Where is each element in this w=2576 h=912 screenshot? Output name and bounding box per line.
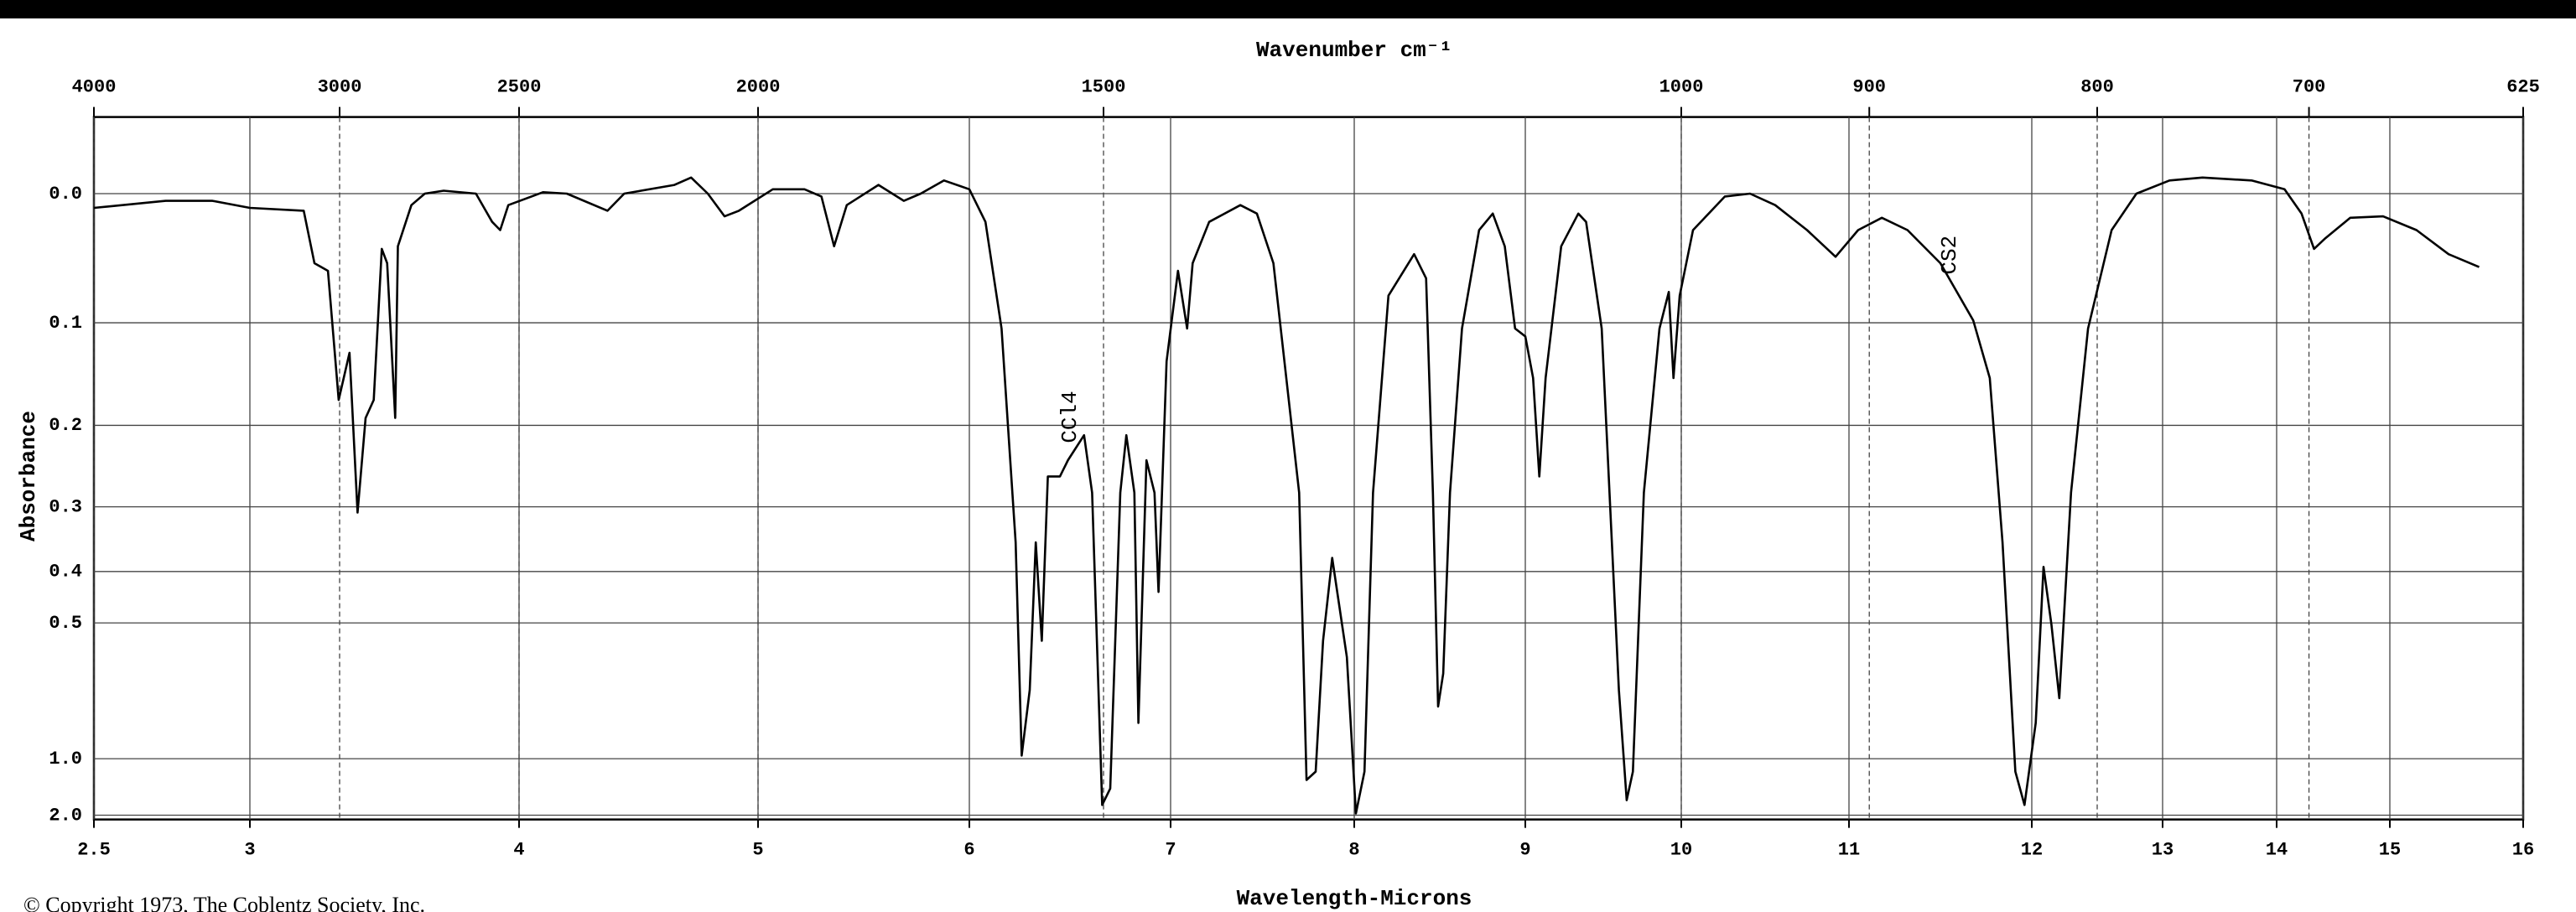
- top-axis-label: Wavenumber cm⁻¹: [1256, 38, 1452, 63]
- top-tick-label: 900: [1852, 76, 1886, 97]
- annotation: CS2: [1937, 236, 1962, 275]
- y-tick-label: 0.5: [49, 613, 82, 634]
- x-tick-label: 15: [2379, 839, 2401, 860]
- x-tick-label: 2.5: [77, 839, 111, 860]
- x-tick-label: 13: [2152, 839, 2174, 860]
- y-tick-label: 0.4: [49, 562, 82, 583]
- top-tick-label: 800: [2080, 76, 2114, 97]
- spectrum-line: [93, 176, 2480, 815]
- plot-frame: [92, 116, 2525, 821]
- top-tick-label: 700: [2293, 76, 2326, 97]
- x-tick-label: 7: [1165, 839, 1176, 860]
- x-tick-label: 4: [513, 839, 524, 860]
- top-tick-label: 2500: [497, 76, 542, 97]
- x-tick-label: 9: [1519, 839, 1530, 860]
- x-tick-label: 3: [244, 839, 255, 860]
- x-tick-label: 12: [2021, 839, 2043, 860]
- copyright: © Copyright 1973, The Coblentz Society, …: [23, 893, 425, 912]
- y-tick-label: 0.2: [49, 415, 82, 436]
- top-tick-label: 3000: [318, 76, 362, 97]
- y-tick-label: 1.0: [49, 749, 82, 770]
- y-axis-label: Absorbance: [16, 411, 41, 542]
- top-tick-label: 2000: [736, 76, 781, 97]
- y-tick-label: 0.3: [49, 496, 82, 517]
- x-tick-label: 14: [2266, 839, 2288, 860]
- x-tick-label: 8: [1348, 839, 1359, 860]
- x-tick-label: 5: [752, 839, 763, 860]
- annotation: CCl4: [1057, 391, 1083, 443]
- y-tick-label: 0.1: [49, 313, 82, 334]
- x-axis-label: Wavelength-Microns: [1237, 886, 1472, 911]
- x-tick-label: 10: [1670, 839, 1692, 860]
- top-tick-label: 1000: [1659, 76, 1704, 97]
- x-tick-label: 16: [2512, 839, 2534, 860]
- x-tick-label: 11: [1838, 839, 1860, 860]
- top-tick-label: 625: [2506, 76, 2540, 97]
- top-tick-label: 1500: [1082, 76, 1126, 97]
- x-tick-label: 6: [963, 839, 974, 860]
- y-tick-label: 0.0: [49, 184, 82, 205]
- header-bar: [0, 0, 2576, 18]
- y-tick-label: 2.0: [49, 805, 82, 826]
- top-tick-label: 4000: [72, 76, 117, 97]
